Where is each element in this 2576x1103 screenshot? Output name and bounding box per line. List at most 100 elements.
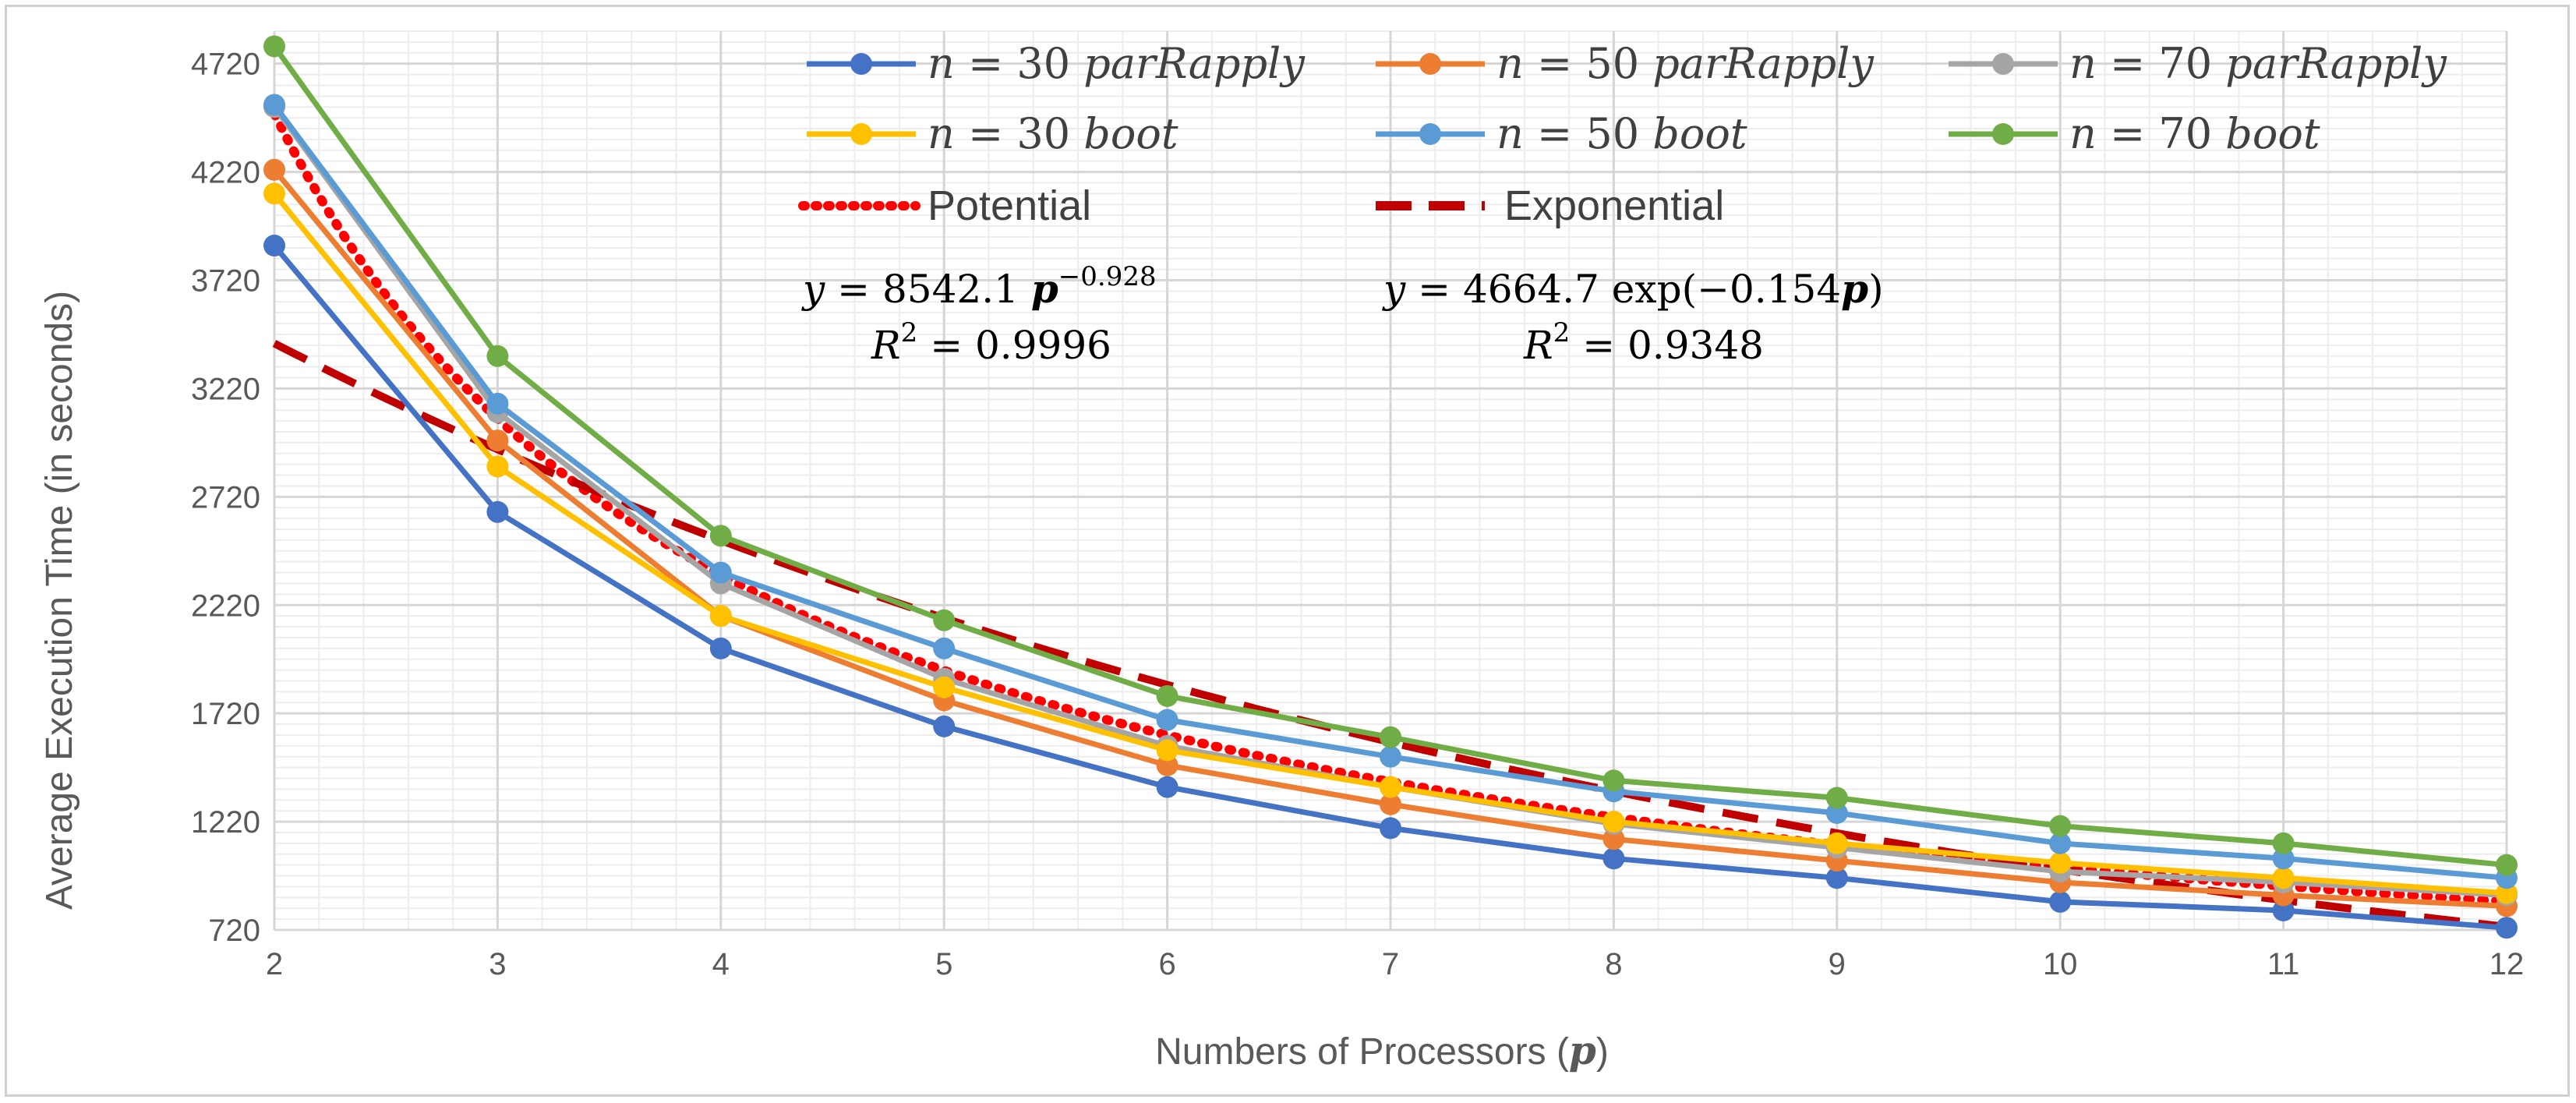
- x-tick-label: 10: [2043, 947, 2078, 981]
- data-point: [263, 235, 285, 257]
- legend-item-exponential: Exponential: [1376, 182, 1724, 229]
- legend: n = 30 parRapply n = 50 parRapply n = 70…: [798, 39, 2447, 229]
- x-tick-label: 9: [1829, 947, 1846, 981]
- series-5: [263, 35, 2518, 876]
- legend-item-series-0: n = 30 parRapply: [807, 39, 1306, 88]
- x-tick-label: 3: [489, 947, 506, 981]
- x-tick-label: 12: [2489, 947, 2525, 981]
- y-tick-label: 2720: [191, 480, 260, 514]
- data-point: [1602, 847, 1625, 870]
- svg-text:n = 70 parRapply: n = 70 parRapply: [2069, 39, 2447, 88]
- data-point: [1156, 739, 1178, 762]
- svg-text:Potential: Potential: [928, 182, 1091, 229]
- data-point: [709, 561, 732, 584]
- legend-item-series-3: n = 30 boot: [807, 109, 1178, 158]
- data-point: [486, 392, 509, 415]
- trendline-exponential: [272, 340, 2507, 931]
- series-0: [263, 235, 2518, 939]
- data-point: [933, 609, 956, 631]
- x-axis-ticks: 2 3 4 5 6 7 8 9 10 11 12: [266, 947, 2524, 981]
- data-point: [2049, 890, 2072, 913]
- y-tick-label: 2220: [191, 589, 260, 623]
- data-point: [2272, 832, 2295, 854]
- data-point: [2496, 882, 2518, 904]
- data-point: [1602, 769, 1625, 792]
- data-point: [933, 637, 956, 659]
- data-point: [1380, 793, 1401, 815]
- data-point: [1825, 867, 1848, 889]
- y-tick-label: 720: [208, 914, 260, 948]
- svg-text:n = 50 parRapply: n = 50 parRapply: [1496, 39, 1875, 88]
- data-point: [1156, 776, 1178, 798]
- data-point: [2496, 917, 2518, 939]
- x-tick-label: 4: [712, 947, 730, 981]
- data-point: [2049, 832, 2072, 854]
- svg-text:n = 30 parRapply: n = 30 parRapply: [928, 39, 1306, 88]
- y-tick-label: 1720: [191, 697, 260, 731]
- svg-text:y = 8542.1 p−0.928: y = 8542.1 p−0.928: [801, 261, 1157, 312]
- data-point: [2496, 854, 2518, 876]
- y-tick-label: 1220: [191, 805, 260, 840]
- data-point: [2049, 851, 2072, 874]
- data-point: [1380, 817, 1401, 840]
- x-tick-label: 6: [1158, 947, 1175, 981]
- data-point: [1156, 754, 1178, 776]
- potential-equation: y = 8542.1 p−0.928 R2 = 0.9996: [801, 261, 1157, 368]
- data-point: [709, 637, 732, 659]
- svg-text:Exponential: Exponential: [1504, 182, 1724, 229]
- data-point: [1825, 787, 1848, 809]
- x-tick-label: 11: [2267, 947, 2300, 981]
- data-point: [1380, 726, 1401, 748]
- x-tick-label: 2: [266, 947, 283, 981]
- data-point: [709, 525, 732, 547]
- legend-item-series-2: n = 70 parRapply: [1949, 39, 2447, 88]
- svg-text:R2 = 0.9348: R2 = 0.9348: [1523, 317, 1764, 368]
- data-point: [263, 94, 285, 116]
- data-point: [2272, 867, 2295, 889]
- data-point: [933, 715, 956, 737]
- y-axis-ticks: 720 1220 1720 2220 2720 3220 3720 4220 4720: [191, 48, 260, 948]
- data-point: [486, 500, 509, 523]
- exponential-equation: y = 4664.7 exp(−0.154p) R2 = 0.9348: [1382, 266, 1884, 368]
- svg-text:R2 = 0.9996: R2 = 0.9996: [871, 317, 1111, 368]
- data-point: [1602, 828, 1625, 850]
- x-tick-label: 5: [935, 947, 952, 981]
- y-tick-label: 4720: [191, 48, 260, 82]
- legend-item-series-5: n = 70 boot: [1949, 109, 2320, 158]
- data-point: [933, 676, 956, 698]
- x-axis-title: Numbers of Processors (p): [1155, 1027, 1609, 1073]
- svg-text:y = 4664.7 exp(−0.154p): y = 4664.7 exp(−0.154p): [1382, 266, 1884, 312]
- data-point: [1380, 745, 1401, 768]
- x-tick-label: 7: [1382, 947, 1399, 981]
- data-point: [1380, 776, 1401, 798]
- data-point: [709, 605, 732, 628]
- data-point: [263, 182, 285, 205]
- series-3: [263, 182, 2518, 904]
- data-point: [486, 455, 509, 478]
- data-point: [486, 430, 509, 452]
- data-point: [263, 35, 285, 58]
- data-point: [1602, 811, 1625, 833]
- data-point: [1156, 709, 1178, 731]
- data-point: [486, 345, 509, 367]
- y-tick-label: 4220: [191, 156, 260, 190]
- series-layer: [263, 35, 2518, 939]
- data-point: [2272, 847, 2295, 870]
- y-tick-label: 3720: [191, 264, 260, 299]
- legend-item-potential: Potential: [798, 182, 1091, 229]
- data-point: [2272, 899, 2295, 921]
- data-point: [1825, 832, 1848, 854]
- legend-item-series-4: n = 50 boot: [1376, 109, 1747, 158]
- svg-text:n = 50 boot: n = 50 boot: [1496, 109, 1747, 158]
- legend-item-series-1: n = 50 parRapply: [1376, 39, 1875, 88]
- data-point: [1825, 801, 1848, 824]
- data-point: [2049, 815, 2072, 837]
- data-point: [263, 158, 285, 181]
- data-point: [1156, 684, 1178, 707]
- y-tick-label: 3220: [191, 372, 260, 406]
- svg-text:n = 70 boot: n = 70 boot: [2069, 109, 2320, 158]
- x-tick-label: 8: [1605, 947, 1622, 981]
- y-axis-title: Average Execution Time (in seconds): [39, 291, 80, 910]
- svg-text:n = 30 boot: n = 30 boot: [928, 109, 1178, 158]
